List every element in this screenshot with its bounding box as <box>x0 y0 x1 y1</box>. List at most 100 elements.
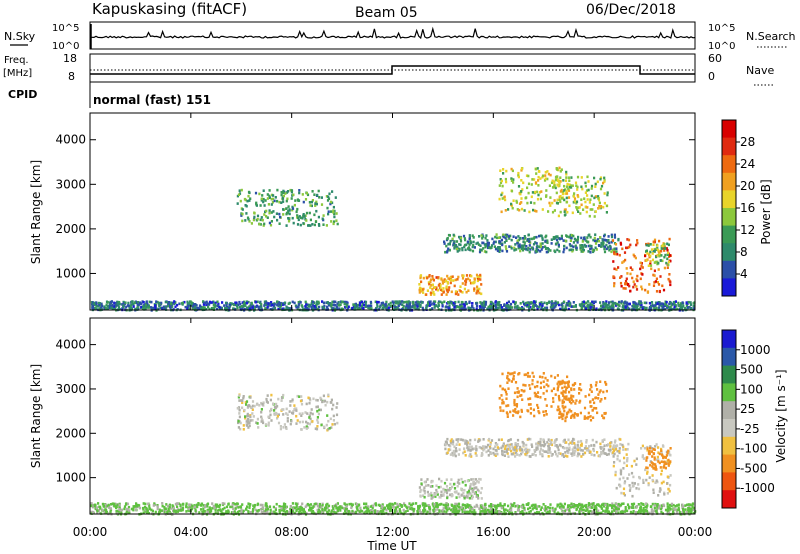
velocity-cell <box>553 510 556 514</box>
velocity-cell <box>452 507 455 511</box>
velocity-cell <box>504 444 507 448</box>
velocity-cell <box>563 446 566 450</box>
power-cell <box>305 303 308 306</box>
power-cell <box>305 211 309 215</box>
power-cell <box>583 243 586 247</box>
power-cell <box>250 302 253 306</box>
velocity-cell <box>494 505 497 509</box>
power-cell <box>541 304 544 307</box>
velocity-cell <box>576 505 579 509</box>
velocity-cell <box>301 502 304 506</box>
velocity-cell <box>374 502 377 505</box>
power-cell <box>282 189 285 193</box>
velocity-cell <box>612 444 615 447</box>
power-cell <box>105 303 108 307</box>
velocity-cell <box>515 451 518 455</box>
power-cell <box>580 250 583 253</box>
power-cell <box>632 280 635 283</box>
power-cell <box>241 307 244 310</box>
power-cell <box>676 307 679 311</box>
power-cell <box>566 210 569 214</box>
velocity-cell <box>491 509 494 513</box>
power-cell <box>278 212 281 216</box>
power-cell <box>573 200 576 203</box>
power-cell <box>356 303 360 307</box>
power-cell <box>241 212 244 216</box>
velocity-cell <box>519 510 522 514</box>
power-cell <box>173 300 176 303</box>
power-cell <box>531 305 535 308</box>
velocity-cell <box>309 503 313 506</box>
velocity-cell <box>218 503 222 507</box>
velocity-cell <box>659 507 662 511</box>
velocity-cell <box>607 511 610 515</box>
power-cell <box>461 277 465 280</box>
power-cell <box>667 251 670 255</box>
power-cell <box>478 287 481 291</box>
power-cell <box>527 174 530 178</box>
power-cell <box>316 193 319 197</box>
velocity-cell <box>423 480 426 484</box>
velocity-cell <box>150 508 153 512</box>
velocity-cell <box>487 510 490 514</box>
power-cell <box>150 300 153 304</box>
velocity-cell <box>541 449 544 452</box>
velocity-cell <box>404 510 407 513</box>
power-cell <box>298 215 301 218</box>
power-cell <box>420 280 423 284</box>
velocity-cell <box>461 510 464 513</box>
velocity-cell <box>289 507 292 511</box>
velocity-cell <box>505 450 508 454</box>
power-cell <box>530 246 533 249</box>
velocity-cell <box>389 502 392 506</box>
velocity-cell <box>109 511 112 514</box>
power-cell <box>555 242 558 246</box>
power-cell <box>215 307 218 311</box>
power-cell <box>559 195 562 198</box>
power-cell <box>409 305 412 308</box>
power-cell <box>605 247 608 251</box>
power-cell <box>667 277 670 281</box>
power-cell <box>565 170 568 174</box>
velocity-cell <box>501 449 504 453</box>
power-cell <box>519 236 522 240</box>
power-cell <box>446 280 449 284</box>
power-cell <box>376 300 379 304</box>
velocity-cell <box>424 508 427 512</box>
velocity-cell <box>514 511 517 514</box>
power-cell <box>245 300 248 303</box>
power-cell <box>453 240 456 243</box>
power-cell <box>95 301 98 304</box>
power-cell <box>593 196 596 200</box>
power-cell <box>526 238 530 241</box>
power-cell <box>536 244 539 248</box>
power-cell <box>296 207 299 211</box>
power-cell <box>594 185 597 188</box>
velocity-cell <box>492 451 495 455</box>
velocity-cell <box>456 484 459 488</box>
power-cell <box>624 306 627 309</box>
velocity-cell <box>474 478 478 481</box>
power-cell <box>92 303 95 307</box>
velocity-cell <box>283 423 286 426</box>
power-cell <box>158 304 161 308</box>
power-cell <box>453 244 456 247</box>
velocity-cell <box>599 446 602 449</box>
velocity-cell <box>300 428 303 431</box>
power-cell <box>448 301 451 305</box>
velocity-cell <box>511 445 514 449</box>
velocity-cell <box>238 394 241 397</box>
velocity-cell <box>326 400 329 404</box>
velocity-cell <box>571 442 574 445</box>
velocity-cell <box>335 511 338 515</box>
power-cell <box>278 222 281 225</box>
velocity-cell <box>650 505 653 508</box>
velocity-cell <box>293 404 296 407</box>
power-cell <box>586 236 589 239</box>
velocity-cell <box>469 453 472 456</box>
velocity-cell <box>453 505 456 509</box>
velocity-cell <box>282 426 285 429</box>
velocity-cell <box>670 502 674 506</box>
power-cell <box>540 302 543 305</box>
velocity-cell <box>396 502 399 506</box>
